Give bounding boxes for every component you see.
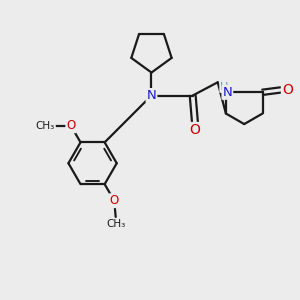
Text: H: H (220, 82, 229, 92)
Text: CH₃: CH₃ (36, 121, 55, 131)
Text: O: O (282, 83, 293, 97)
Text: CH₃: CH₃ (106, 219, 125, 229)
Text: N: N (147, 89, 156, 102)
Text: O: O (110, 194, 119, 207)
Text: O: O (66, 119, 76, 132)
Text: N: N (223, 86, 232, 99)
Text: O: O (190, 123, 200, 137)
